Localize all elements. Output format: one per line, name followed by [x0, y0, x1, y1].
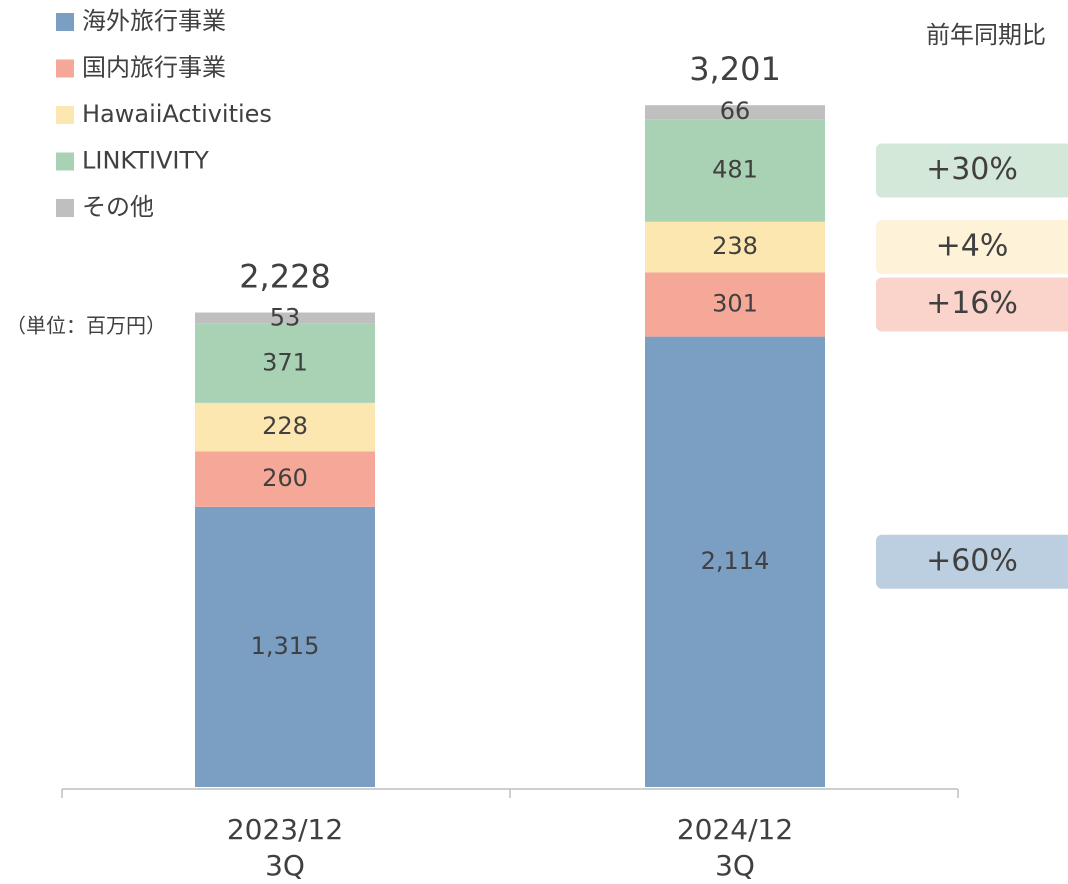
total-label: 2,228 [239, 257, 331, 295]
segment-label: 228 [262, 412, 308, 440]
x-tick-label: 2024/12 3Q [676, 813, 794, 882]
bar-segment [195, 312, 375, 324]
legend-label: 国内旅行事業 [82, 54, 226, 82]
segment-label: 481 [712, 156, 758, 184]
legend-label: HawaiiActivities [82, 100, 272, 128]
yoy-badge [876, 220, 1068, 275]
bar-segment [195, 323, 375, 403]
legend-swatch [56, 152, 74, 171]
yoy-badge [876, 534, 1068, 589]
bar-segment [645, 105, 825, 120]
legend-swatch [56, 106, 74, 124]
bar-segment [645, 119, 825, 222]
segment-label: 2,114 [701, 547, 770, 575]
yoy-label: +60% [926, 543, 1018, 578]
segment-label: 1,315 [251, 632, 320, 660]
bar-segment [195, 506, 375, 787]
segment-label: 66 [720, 97, 751, 125]
legend-label: LINKTIVITY [82, 147, 209, 175]
segment-label: 53 [270, 304, 301, 332]
legend-swatch [56, 59, 74, 78]
yoy-label: +4% [936, 229, 1009, 264]
yoy-badge [876, 143, 1068, 198]
segment-label: 260 [262, 464, 308, 492]
x-tick-label: 2023/12 3Q [226, 813, 344, 882]
yoy-badge [876, 277, 1068, 332]
total-label: 3,201 [689, 50, 781, 88]
bar-segment [195, 402, 375, 452]
bar-segment [645, 272, 825, 337]
segment-label: 371 [262, 348, 308, 376]
unit-note: （単位：百万円） [6, 314, 166, 338]
yoy-label: +30% [926, 152, 1018, 187]
yoy-label: +16% [926, 286, 1018, 321]
legend-swatch [56, 13, 74, 31]
segment-label: 301 [712, 290, 758, 318]
bar-segment [645, 221, 825, 273]
legend-swatch [56, 199, 74, 217]
legend-label: 海外旅行事業 [82, 7, 226, 35]
segment-label: 238 [712, 232, 758, 260]
yoy-title: 前年同期比 [926, 21, 1046, 49]
bar-segment [645, 336, 825, 787]
bar-segment [195, 451, 375, 507]
legend-label: その他 [82, 193, 154, 221]
